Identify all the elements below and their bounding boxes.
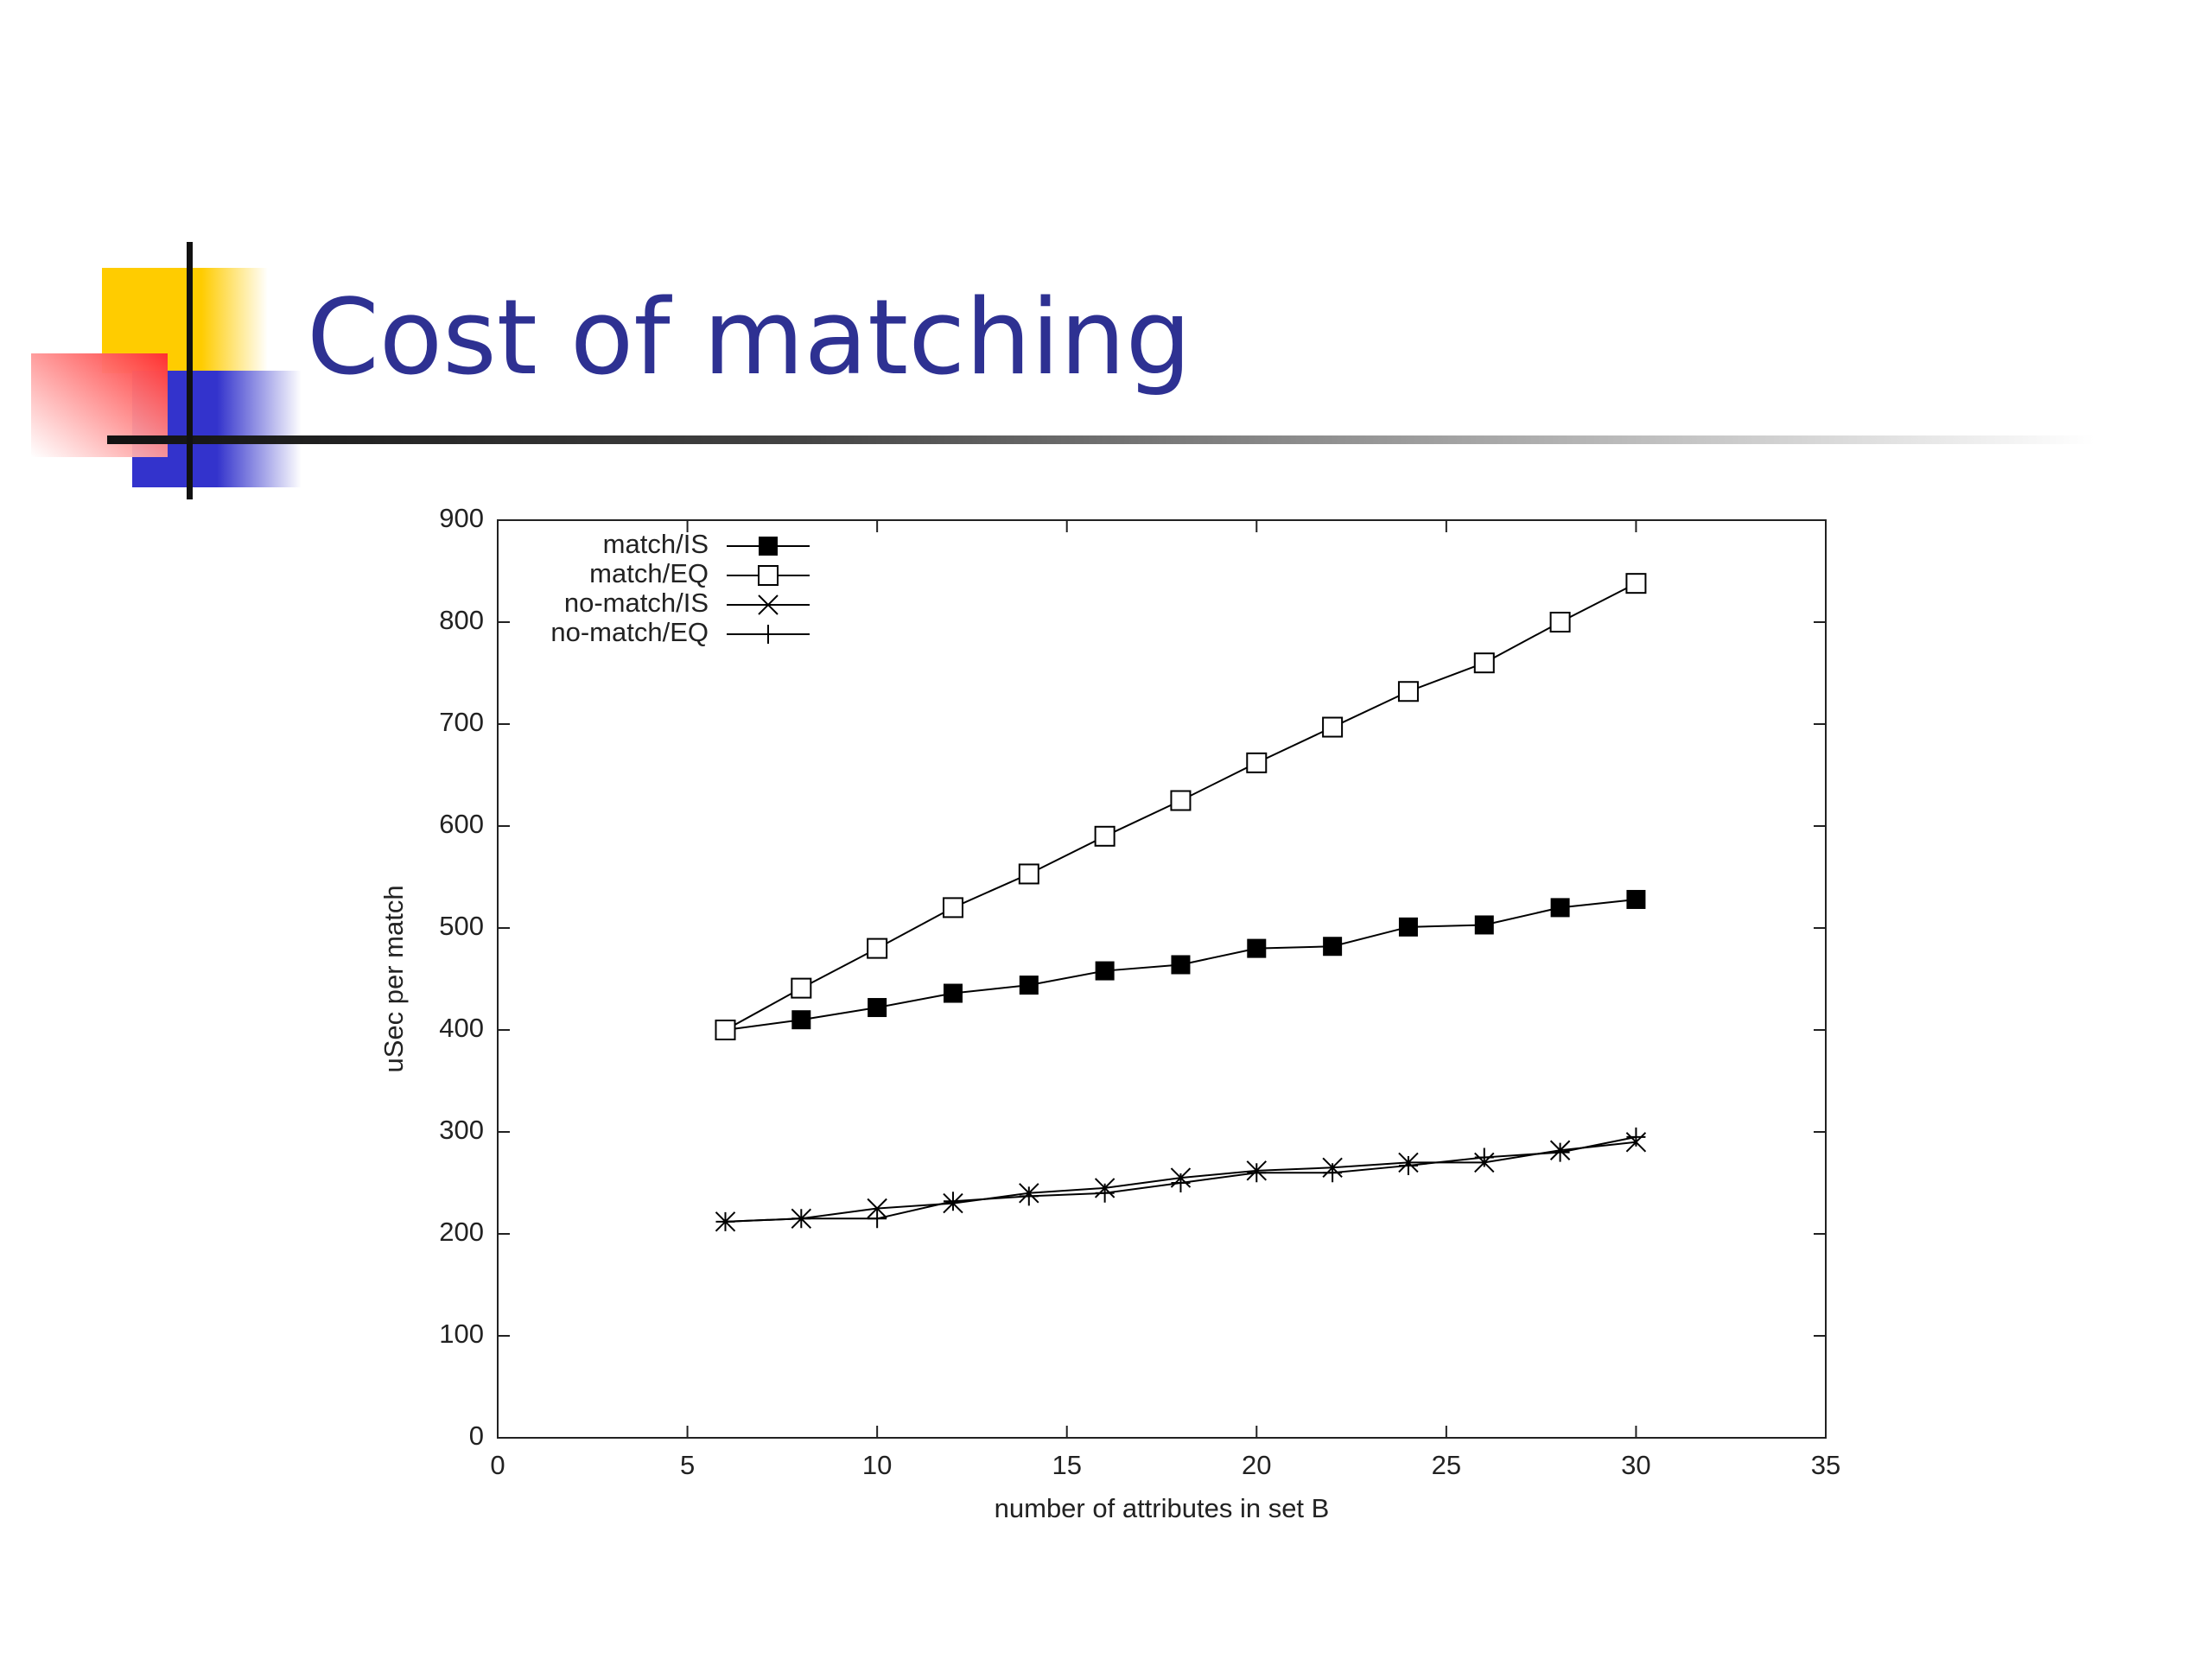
x-tick-label: 10 xyxy=(862,1450,892,1480)
x-tick-label: 35 xyxy=(1811,1450,1840,1480)
point xyxy=(868,1209,887,1229)
point xyxy=(1247,938,1267,958)
y-tick-label: 100 xyxy=(439,1319,484,1349)
legend-label: no-match/EQ xyxy=(550,617,709,647)
point xyxy=(1549,612,1571,632)
point xyxy=(1323,1163,1343,1183)
y-tick-label: 300 xyxy=(439,1115,484,1145)
y-tick-label: 600 xyxy=(439,809,484,839)
point xyxy=(1626,1127,1646,1147)
point xyxy=(1626,889,1646,909)
chart: 0 100 200 300 400 500 600 700 800 900 0 5 10 15 20 25 30… xyxy=(378,503,1840,1523)
point xyxy=(943,983,963,1003)
legend-label: no-match/IS xyxy=(564,588,709,618)
x-tick-label: 0 xyxy=(490,1450,505,1480)
point xyxy=(1171,955,1191,975)
point xyxy=(1550,898,1570,918)
legend-label: match/EQ xyxy=(589,558,709,588)
point xyxy=(943,1192,963,1211)
y-tick-label: 400 xyxy=(439,1013,484,1043)
x-axis-label: number of attributes in set B xyxy=(995,1493,1330,1523)
point xyxy=(1474,1147,1494,1167)
point xyxy=(1018,863,1039,885)
point xyxy=(715,1020,736,1040)
point xyxy=(1473,652,1495,674)
slide-title: Cost of matching xyxy=(307,278,1192,398)
point xyxy=(1246,752,1268,773)
x-tick-label: 15 xyxy=(1052,1450,1081,1480)
point xyxy=(1323,937,1343,957)
legend-marker xyxy=(758,565,779,586)
point xyxy=(1397,681,1419,702)
y-axis-label: uSec per match xyxy=(378,885,409,1072)
y-tick-label: 0 xyxy=(469,1421,484,1451)
point xyxy=(1474,915,1494,935)
y-tick-label: 900 xyxy=(439,503,484,533)
point xyxy=(1398,917,1418,937)
y-tick-label: 500 xyxy=(439,911,484,941)
point xyxy=(1170,790,1192,811)
plot-frame xyxy=(497,519,1827,1439)
point xyxy=(1019,976,1039,995)
point xyxy=(715,1211,735,1231)
point xyxy=(1019,1186,1039,1206)
point xyxy=(1625,573,1647,594)
point xyxy=(1247,1163,1267,1183)
point xyxy=(1171,1173,1191,1192)
y-tick-label: 800 xyxy=(439,605,484,635)
x-tick-label: 25 xyxy=(1432,1450,1461,1480)
y-tick-label: 200 xyxy=(439,1217,484,1247)
x-tick-label: 30 xyxy=(1621,1450,1650,1480)
point xyxy=(791,977,812,999)
title-rule xyxy=(107,435,2094,444)
point xyxy=(1094,825,1116,847)
point xyxy=(1322,716,1344,738)
x-tick-label: 5 xyxy=(680,1450,695,1480)
point xyxy=(1550,1142,1570,1162)
legend-label: match/IS xyxy=(603,529,709,559)
point xyxy=(867,1198,887,1219)
legend-marker xyxy=(759,537,778,556)
point xyxy=(942,897,963,918)
point xyxy=(868,998,887,1018)
point xyxy=(1095,1183,1115,1203)
x-tick-label: 20 xyxy=(1242,1450,1271,1480)
point xyxy=(791,1209,811,1229)
decor-vertical xyxy=(187,242,193,499)
point xyxy=(1398,1155,1418,1175)
legend-marker xyxy=(758,594,779,615)
point xyxy=(1095,961,1115,981)
y-tick-label: 700 xyxy=(439,707,484,737)
legend-marker xyxy=(759,625,778,644)
point xyxy=(867,938,888,959)
point xyxy=(791,1010,811,1030)
